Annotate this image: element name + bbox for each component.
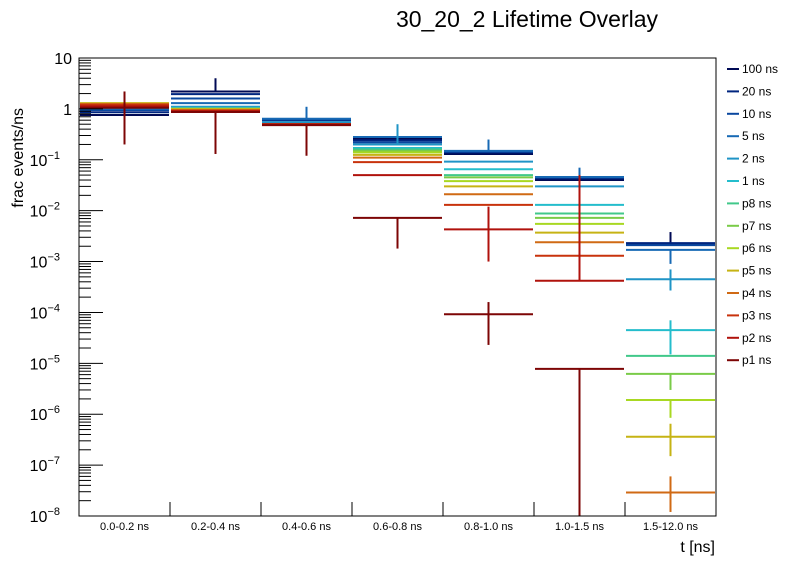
legend-item: 10 ns bbox=[727, 107, 771, 121]
legend-label: 20 ns bbox=[742, 84, 771, 98]
plot-frame bbox=[78, 57, 717, 517]
y-tick-label: 10 bbox=[54, 51, 72, 68]
y-tick-label: 10−4 bbox=[30, 302, 60, 322]
x-axis: 0.0-0.2 ns 0.2-0.4 ns 0.4-0.6 ns 0.6-0.8 ns… bbox=[78, 502, 717, 533]
legend-label: p6 ns bbox=[742, 241, 771, 255]
legend-label: 10 ns bbox=[742, 107, 771, 121]
chart-title: 30_20_2 Lifetime Overlay bbox=[396, 6, 659, 32]
x-category-label: 0.2-0.4 ns bbox=[191, 521, 240, 533]
x-category-label: 1.0-1.5 ns bbox=[555, 521, 604, 533]
legend-item: p2 ns bbox=[727, 331, 771, 345]
x-category-label: 1.5-12.0 ns bbox=[643, 521, 699, 533]
x-category-label: 0.6-0.8 ns bbox=[373, 521, 422, 533]
y-tick-label: 1 bbox=[63, 102, 72, 119]
legend-item: 20 ns bbox=[727, 84, 771, 98]
legend-item: p4 ns bbox=[727, 286, 771, 300]
legend-label: p8 ns bbox=[742, 196, 771, 210]
y-tick-label: 10−3 bbox=[30, 252, 60, 272]
legend-item: 2 ns bbox=[727, 152, 765, 166]
legend-item: p5 ns bbox=[727, 264, 771, 278]
series-p5-ns bbox=[80, 102, 715, 457]
legend-item: 1 ns bbox=[727, 174, 765, 188]
y-tick-label: 10−1 bbox=[30, 150, 60, 170]
series-2-ns bbox=[80, 105, 715, 291]
x-category-label: 0.8-1.0 ns bbox=[464, 521, 513, 533]
legend-label: p7 ns bbox=[742, 219, 771, 233]
legend-item: p3 ns bbox=[727, 308, 771, 322]
y-tick-label: 10−8 bbox=[30, 506, 60, 526]
x-axis-title: t [ns] bbox=[680, 539, 715, 556]
series-p1-ns bbox=[80, 91, 624, 516]
plot-marks bbox=[80, 78, 715, 516]
legend-label: p3 ns bbox=[742, 308, 771, 322]
legend-label: 5 ns bbox=[742, 129, 765, 143]
y-tick-label: 10−2 bbox=[30, 201, 60, 221]
y-axis: 10 1 10−1 10−2 10−3 10−4 10−5 10−6 10−7 10−8 bbox=[30, 51, 103, 526]
series-p4-ns bbox=[80, 102, 715, 512]
legend-label: 1 ns bbox=[742, 174, 765, 188]
legend-label: p5 ns bbox=[742, 264, 771, 278]
legend-label: 2 ns bbox=[742, 152, 765, 166]
series-p2-ns bbox=[80, 105, 624, 282]
legend-label: p4 ns bbox=[742, 286, 771, 300]
legend-item: p7 ns bbox=[727, 219, 771, 233]
legend-item: 100 ns bbox=[727, 62, 778, 76]
legend-label: p1 ns bbox=[742, 353, 771, 367]
y-tick-label: 10−5 bbox=[30, 353, 60, 373]
y-axis-title: frac events/ns bbox=[10, 108, 27, 208]
legend-item: p6 ns bbox=[727, 241, 771, 255]
legend-item: 5 ns bbox=[727, 129, 765, 143]
legend: 100 ns 20 ns 10 ns 5 ns 2 ns 1 ns p8 ns p7 ns p6… bbox=[727, 62, 778, 367]
y-tick-label: 10−7 bbox=[30, 455, 60, 475]
legend-item: p8 ns bbox=[727, 196, 771, 210]
x-category-label: 0.0-0.2 ns bbox=[100, 521, 149, 533]
legend-label: p2 ns bbox=[742, 331, 771, 345]
x-category-label: 0.4-0.6 ns bbox=[282, 521, 331, 533]
legend-item: p1 ns bbox=[727, 353, 771, 367]
legend-label: 100 ns bbox=[742, 62, 778, 76]
y-tick-label: 10−6 bbox=[30, 404, 60, 424]
